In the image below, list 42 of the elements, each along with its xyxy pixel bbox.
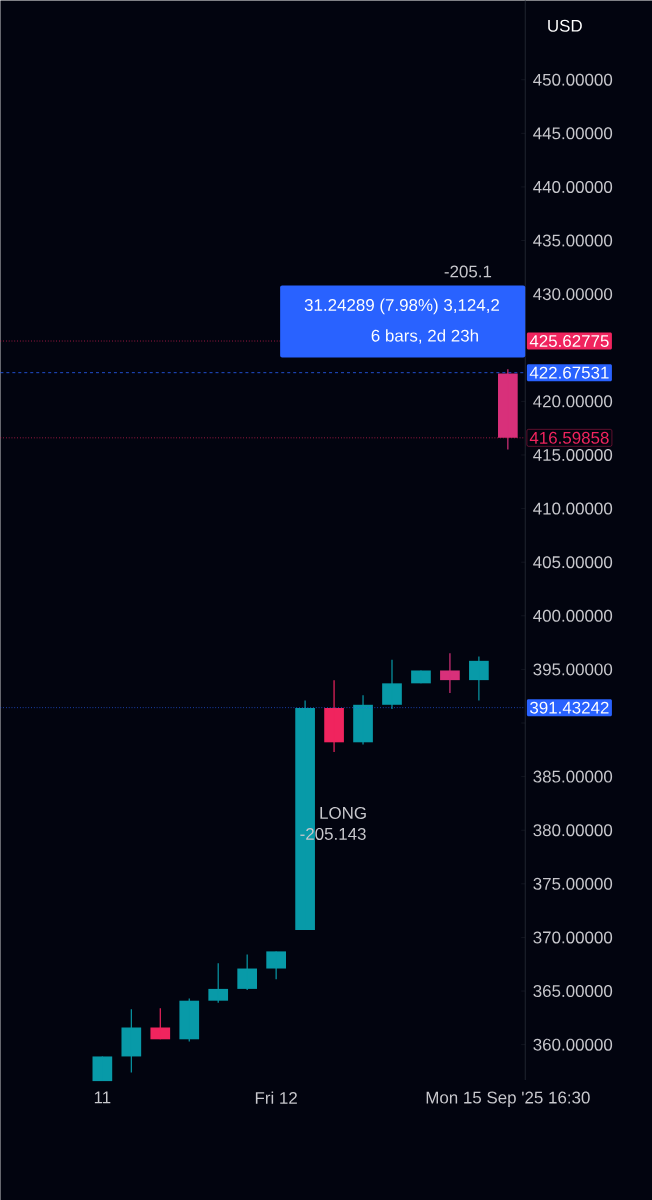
candlestick <box>382 659 402 710</box>
candlestick <box>237 954 257 991</box>
candlestick <box>324 679 344 753</box>
candlestick <box>92 1055 113 1082</box>
y-tick-label: 445.00000 <box>533 127 613 140</box>
y-tick-label: 400.00000 <box>533 609 613 622</box>
annotation: 31.24289 (7.98%) 3,124,2 <box>304 298 499 315</box>
ref-line-label: 416.59858 <box>529 431 609 444</box>
candlestick <box>439 652 460 694</box>
y-tick-label: 380.00000 <box>533 824 613 837</box>
candlestick <box>411 669 431 684</box>
y-tick-label: 365.00000 <box>533 985 613 998</box>
candlestick <box>121 1008 142 1074</box>
candlestick <box>150 1007 171 1040</box>
ref-line-label: 425.62775 <box>529 335 609 348</box>
candlestick <box>208 962 228 1004</box>
y-tick-label: 430.00000 <box>533 288 613 301</box>
x-tick-label: 11 <box>94 1091 111 1104</box>
annotation: 6 bars, 2d 23h <box>371 329 478 344</box>
annotation: LONG <box>320 806 366 819</box>
y-tick-label: 420.00000 <box>533 395 613 408</box>
y-tick-label: 360.00000 <box>533 1038 613 1051</box>
y-tick-label: 415.00000 <box>533 448 613 461</box>
y-tick-label: 450.00000 <box>533 73 613 86</box>
y-tick-label: 370.00000 <box>533 931 613 944</box>
y-tick-label: 385.00000 <box>533 770 613 783</box>
x-tick-label: Fri 12 <box>255 1091 297 1104</box>
annotation: -205.1 <box>444 265 491 278</box>
ref-line-label: 422.67531 <box>529 366 609 379</box>
x-tick-label: Mon 15 Sep '25 16:30 <box>426 1091 590 1107</box>
candlestick <box>266 950 286 980</box>
candlestick <box>179 997 199 1043</box>
text: USD <box>548 19 582 32</box>
y-tick-label: 440.00000 <box>533 180 613 193</box>
y-tick-label: 375.00000 <box>533 877 613 890</box>
y-tick-label: 410.00000 <box>533 502 613 515</box>
candlestick <box>497 368 518 451</box>
candlestick <box>468 655 489 702</box>
y-tick-label: 405.00000 <box>533 556 613 569</box>
ref-line-label: 391.43242 <box>529 701 609 714</box>
y-tick-label: 435.00000 <box>533 234 613 247</box>
y-tick-label: 395.00000 <box>533 663 613 676</box>
